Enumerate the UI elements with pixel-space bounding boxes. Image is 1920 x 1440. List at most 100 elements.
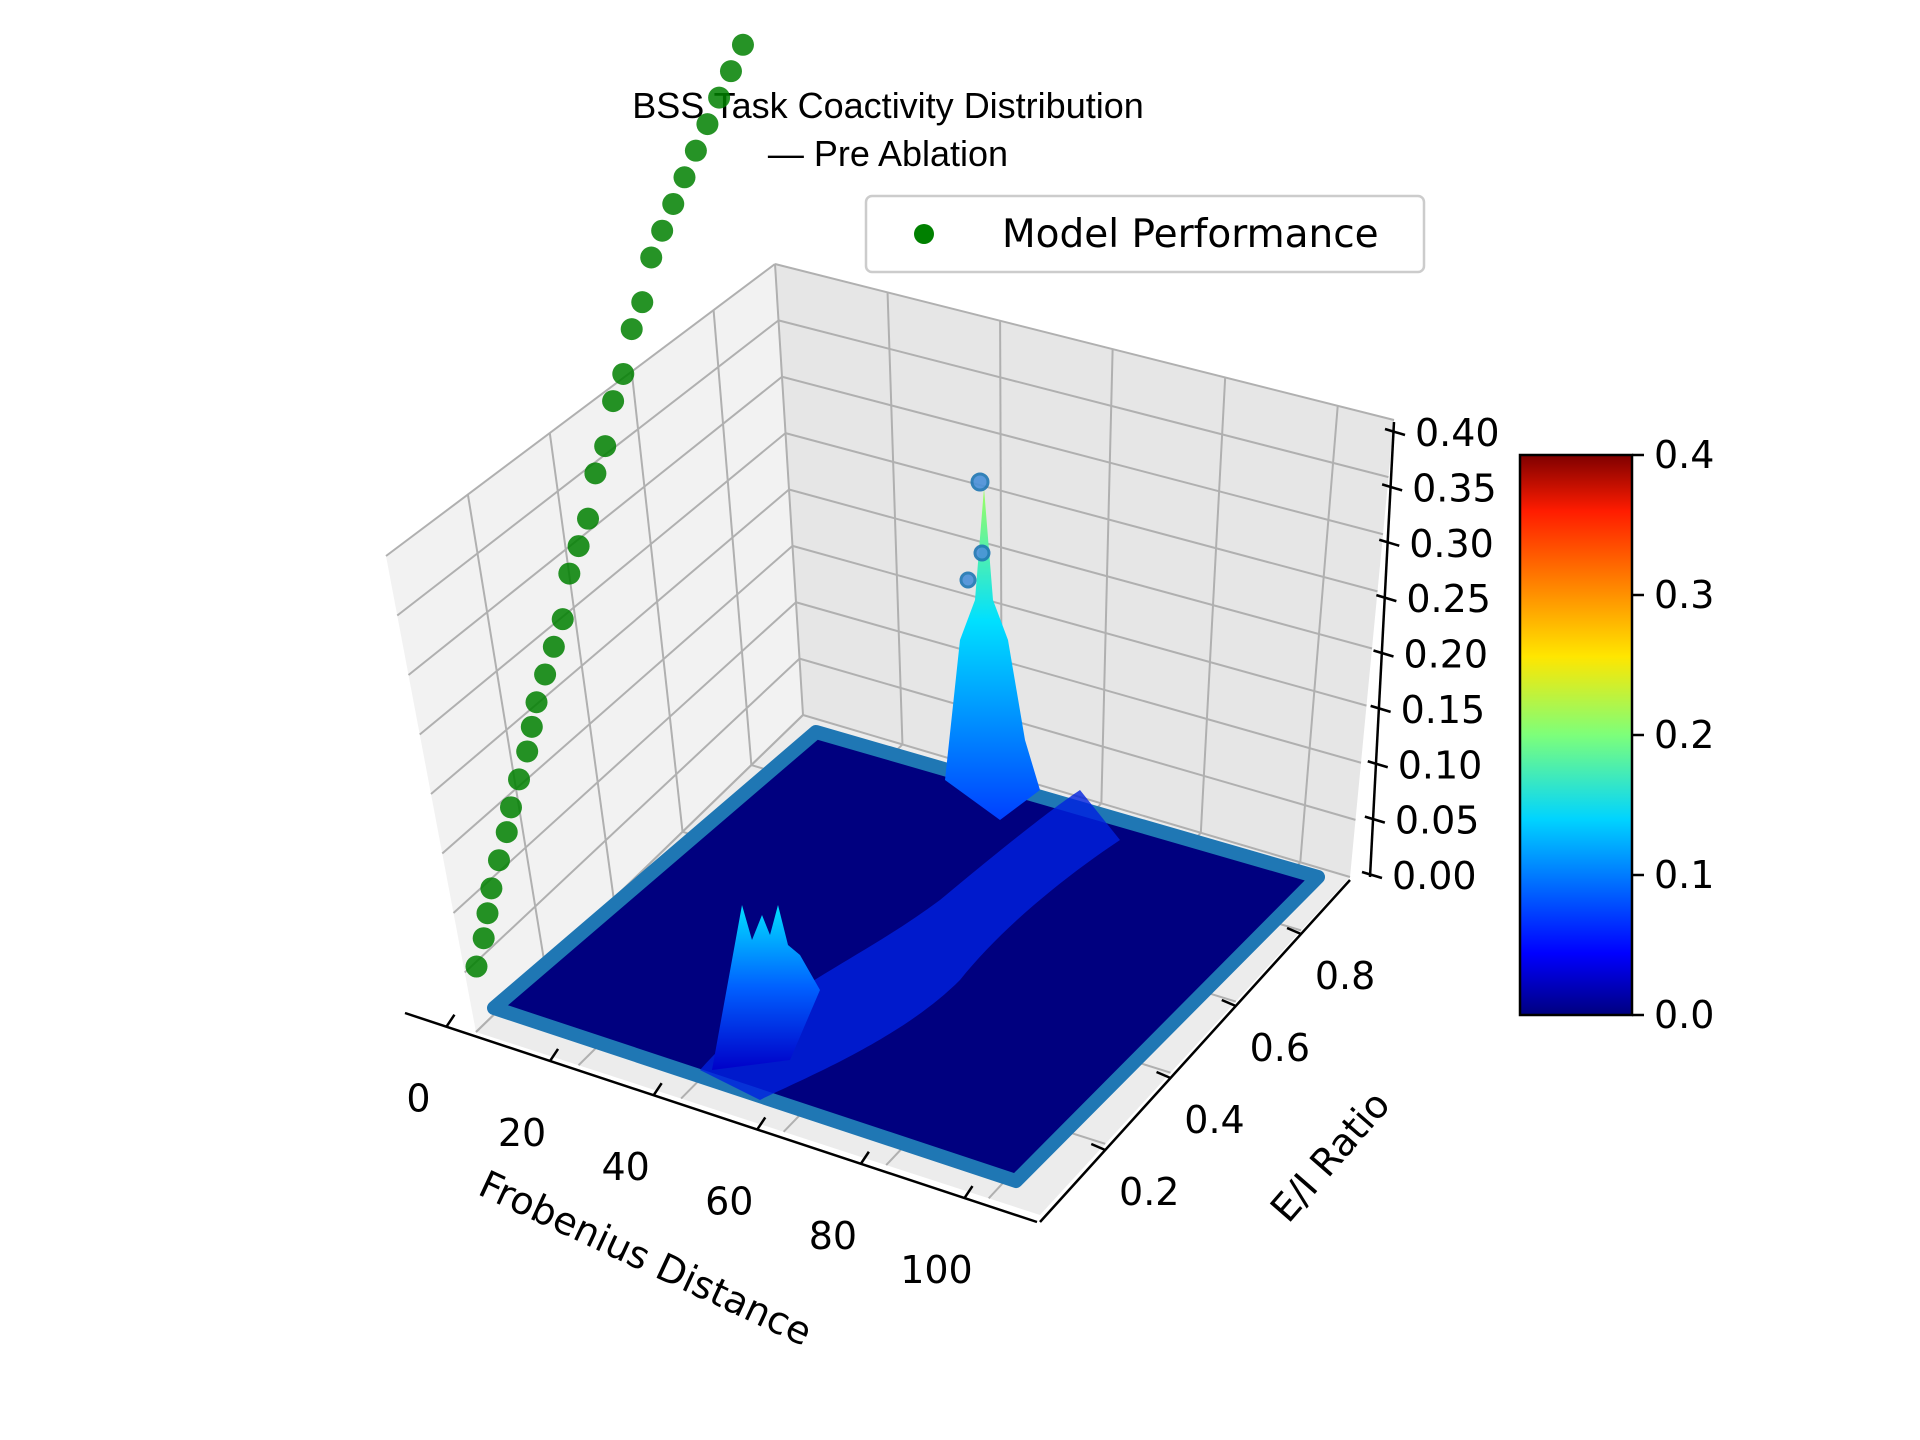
axes-lines [404, 421, 1396, 1224]
legend-box [864, 194, 1426, 274]
x-tick [859, 1151, 870, 1165]
colorbar: 0.0 0.1 0.2 0.3 0.4 [1518, 433, 1714, 1037]
x-tick [445, 1014, 456, 1028]
scatter-point [480, 877, 503, 900]
y-tick [1090, 1142, 1106, 1152]
scatter-point [499, 796, 522, 819]
z-tick-label: 0.05 [1395, 799, 1480, 843]
surface-peak-marker [970, 472, 990, 492]
scatter-point [602, 390, 625, 413]
z-grid-line [385, 263, 776, 557]
z-tick [1376, 593, 1397, 603]
z-tick [1384, 427, 1406, 437]
scatter-point [465, 955, 488, 978]
scatter-point [551, 608, 574, 631]
colorbar-tick-label: 0.3 [1654, 573, 1714, 617]
z-grid-line [464, 657, 801, 974]
scatter-point [542, 635, 565, 658]
legend: Model Performance [864, 194, 1426, 274]
scatter-point [640, 246, 663, 269]
surface [487, 472, 1325, 1188]
y-tick-label: 0.8 [1315, 954, 1375, 998]
colorbar-tick-label: 0.4 [1654, 433, 1714, 477]
scatter-point [516, 740, 539, 763]
x-tick-label: 20 [498, 1111, 546, 1155]
z-tick-label: 0.40 [1415, 411, 1500, 455]
scatter-point [696, 113, 719, 136]
x-tick [549, 1048, 560, 1062]
x-tick [652, 1082, 663, 1096]
scatter-point [584, 462, 607, 485]
z-grid-line [430, 488, 790, 795]
scatter-point [684, 139, 707, 162]
z-grid-line [781, 375, 1384, 536]
back-pane-left [386, 264, 803, 1032]
tick-labels: 0 20 40 60 80 100 0.20.40.60.8 0.00 0.05 0.10 0.15… [406, 411, 1499, 1292]
z-tick [1361, 870, 1383, 880]
z-tick [1367, 760, 1389, 769]
scatter-point [520, 715, 543, 738]
scatter-point [662, 192, 685, 215]
y-axis-line [1039, 879, 1351, 1223]
z-grid-line [788, 488, 1373, 650]
scatter-point [708, 86, 731, 109]
colorbar-tick-label: 0.0 [1654, 993, 1714, 1037]
z-tick [1364, 815, 1386, 824]
colorbar-gradient [1518, 453, 1634, 1017]
scatter-point [472, 927, 495, 950]
y-tick [1286, 926, 1302, 936]
scatter-point [487, 849, 510, 872]
z-tick [1381, 483, 1403, 492]
z-tick-label: 0.15 [1401, 688, 1486, 732]
y-tick-label: 0.2 [1119, 1170, 1179, 1214]
legend-label: Model Performance [1002, 212, 1379, 257]
x-tick [963, 1185, 974, 1199]
legend-marker [914, 224, 934, 244]
scatter-point [525, 691, 548, 714]
z-grid-line [452, 601, 797, 914]
z-tick [1373, 649, 1394, 658]
colorbar-ticks: 0.0 0.1 0.2 0.3 0.4 [1632, 433, 1714, 1037]
z-grid-line [419, 432, 787, 736]
colorbar-tick-label: 0.2 [1654, 713, 1714, 757]
colorbar-tick-label: 0.1 [1654, 853, 1714, 897]
z-axis-line [1368, 421, 1396, 878]
scatter-point [719, 60, 742, 83]
z-tick [1370, 704, 1391, 714]
x-axis-title: Frobenius Distance [472, 1162, 818, 1355]
z-grid-line [441, 545, 794, 855]
scatter-point [673, 166, 696, 189]
z-tick-label: 0.35 [1412, 466, 1497, 510]
y-tick-label: 0.4 [1184, 1098, 1244, 1142]
surface-peak-marker [973, 544, 991, 562]
scatter-series [465, 33, 754, 978]
scatter-point [612, 362, 635, 385]
surface-peak-left [712, 905, 820, 1070]
z-tick-label: 0.25 [1406, 577, 1491, 621]
y-tick [1156, 1070, 1172, 1080]
y-tick-label: 0.6 [1250, 1026, 1310, 1070]
z-tick [1378, 538, 1400, 547]
surface-peak-right [945, 488, 1040, 820]
scatter-point [508, 768, 531, 791]
z-grid-line [778, 319, 1389, 479]
x-tick-label: 100 [900, 1248, 973, 1292]
x-tick-label: 0 [406, 1077, 430, 1121]
z-grid-line [774, 263, 1395, 421]
scatter-point [731, 33, 754, 56]
chart-subtitle: — Pre Ablation [768, 133, 1008, 174]
scatter-point [594, 435, 617, 458]
x-axis-line [404, 1011, 1038, 1224]
scatter-point [577, 507, 600, 530]
y-axis-title: E/I Ratio [1262, 1083, 1399, 1231]
scatter-point [651, 219, 674, 242]
z-tick-label: 0.00 [1392, 854, 1477, 898]
scatter-point [534, 663, 557, 686]
scatter-point [495, 821, 518, 844]
y-tick [1221, 998, 1237, 1008]
z-grid-line [799, 657, 1356, 821]
scatter-point [558, 562, 581, 585]
z-grid-line [785, 432, 1378, 593]
z-tick-label: 0.20 [1404, 633, 1489, 677]
